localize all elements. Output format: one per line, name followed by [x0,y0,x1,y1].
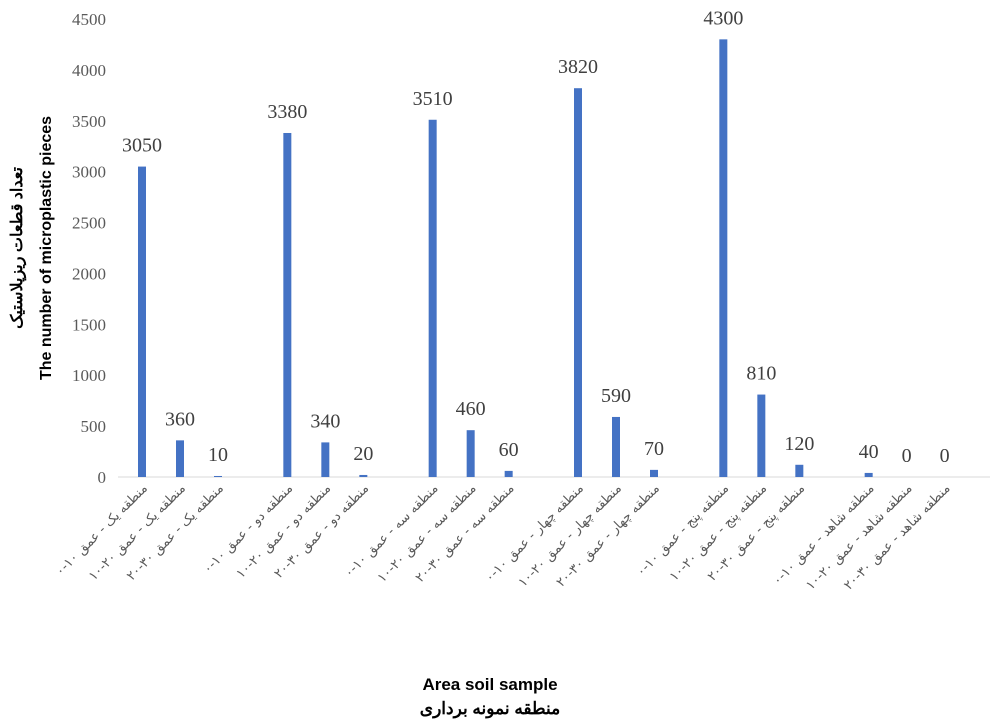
y-axis-title-fa: تعداد قطعات ریزپلاستیک [9,167,27,329]
bar [504,470,513,477]
data-label: 3510 [413,88,453,110]
data-label: 40 [859,441,879,463]
bar [719,39,728,477]
data-label: 360 [165,408,195,430]
x-axis-title-fa: منطقه نمونه برداری [420,699,560,719]
data-label: 3050 [122,135,162,157]
data-label: 460 [456,398,486,420]
y-tick-label: 0 [98,468,107,487]
y-tick-label: 3500 [72,112,106,131]
y-axis-title-en: The number of microplastic pieces [38,116,55,380]
data-label: 0 [902,445,912,467]
data-label: 810 [746,363,776,385]
data-label: 3380 [267,101,307,123]
data-label: 10 [208,444,228,466]
data-label: 70 [644,438,664,460]
bar [283,132,292,478]
bar [359,474,368,477]
bar [176,440,184,477]
bar [650,469,658,477]
bar [321,442,330,477]
bar [574,88,582,477]
data-labels: 3050 360 10 3380 340 20 3510 460 60 3820 590 70 4300… [122,7,950,467]
data-label: 20 [353,443,373,465]
y-tick-label: 4500 [72,10,106,29]
data-label: 120 [784,433,814,455]
bar [757,394,766,477]
data-label: 3820 [558,56,598,78]
data-label: 4300 [703,7,743,29]
x-axis-title-en: Area soil sample [422,675,557,694]
y-tick-label: 1500 [72,315,106,334]
bar [864,472,873,477]
y-tick-label: 1000 [72,366,106,385]
bar [466,430,475,477]
bars [138,39,873,478]
y-tick-label: 3000 [72,163,106,182]
data-label: 590 [601,385,631,407]
y-tick-label: 2500 [72,214,106,233]
bar [612,416,620,477]
y-tick-label: 500 [81,417,107,436]
bar [214,475,222,477]
y-axis-ticks: 0 500 1000 1500 2000 2500 3000 3500 4000 4500 [72,10,106,487]
y-tick-label: 2000 [72,264,106,283]
data-label: 340 [310,410,340,432]
bar [428,119,437,477]
data-label: 0 [940,445,950,467]
data-label: 60 [499,439,519,461]
bar [138,166,146,478]
bar [795,464,804,477]
y-tick-label: 4000 [72,61,106,80]
